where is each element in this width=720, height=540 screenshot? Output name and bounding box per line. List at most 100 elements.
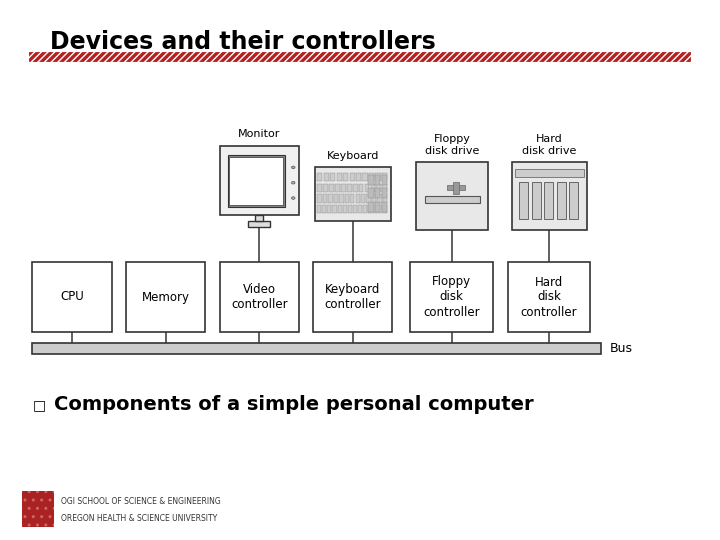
Bar	[337, 173, 342, 181]
Bar	[126, 262, 205, 332]
Bar	[374, 188, 380, 198]
Bar	[383, 194, 387, 202]
Bar	[373, 205, 377, 213]
Bar	[333, 194, 338, 202]
Bar	[363, 205, 367, 213]
Text: Keyboard: Keyboard	[327, 151, 379, 161]
Circle shape	[292, 197, 295, 199]
Bar	[382, 175, 387, 185]
Bar	[343, 173, 348, 181]
Bar	[341, 184, 346, 192]
Bar	[32, 343, 601, 354]
Bar	[368, 188, 374, 198]
Bar	[333, 205, 336, 213]
Bar	[345, 194, 349, 202]
Bar	[330, 173, 336, 181]
Bar	[382, 202, 387, 212]
Bar	[361, 194, 365, 202]
Bar	[453, 181, 459, 194]
Bar	[353, 184, 358, 192]
Bar	[230, 157, 282, 205]
Bar	[29, 52, 691, 62]
Bar	[323, 194, 327, 202]
Bar	[32, 262, 112, 332]
Bar	[382, 173, 387, 181]
Circle shape	[292, 166, 295, 168]
Bar	[383, 205, 387, 213]
Bar	[356, 194, 360, 202]
Bar	[515, 168, 584, 177]
Bar	[353, 205, 357, 213]
Text: Video
controller: Video controller	[231, 283, 287, 311]
Bar	[368, 202, 374, 212]
Bar	[374, 202, 380, 212]
Text: Keyboard
controller: Keyboard controller	[325, 283, 381, 311]
Bar	[356, 173, 361, 181]
Text: Monitor: Monitor	[238, 129, 280, 139]
Bar	[378, 205, 382, 213]
Bar	[328, 205, 331, 213]
Bar	[328, 194, 333, 202]
Bar	[347, 184, 351, 192]
Text: OREGON HEALTH & SCIENCE UNIVERSITY: OREGON HEALTH & SCIENCE UNIVERSITY	[61, 514, 217, 523]
Bar	[220, 262, 299, 332]
Bar	[248, 221, 270, 227]
Text: Floppy
disk
controller: Floppy disk controller	[423, 275, 480, 319]
Circle shape	[292, 181, 295, 184]
Text: Devices and their controllers: Devices and their controllers	[50, 30, 436, 53]
Bar	[416, 162, 488, 230]
Text: Components of a simple personal computer: Components of a simple personal computer	[54, 395, 534, 415]
Text: CPU: CPU	[60, 291, 84, 303]
Bar	[446, 185, 465, 190]
Bar	[343, 205, 347, 213]
Bar	[358, 205, 362, 213]
Bar	[377, 194, 382, 202]
Bar	[329, 184, 334, 192]
Bar	[318, 173, 323, 181]
Bar	[369, 173, 374, 181]
Bar	[382, 188, 387, 198]
Bar	[335, 184, 340, 192]
Bar	[372, 194, 377, 202]
Text: Hard
disk drive: Hard disk drive	[522, 134, 577, 156]
Bar	[29, 52, 691, 62]
Bar	[323, 205, 326, 213]
Bar	[368, 175, 374, 185]
Bar	[315, 167, 391, 221]
Bar	[362, 173, 368, 181]
Bar	[318, 194, 322, 202]
Bar	[220, 146, 299, 215]
Bar	[323, 184, 328, 192]
Bar	[425, 195, 480, 202]
Text: Bus: Bus	[610, 342, 633, 355]
Bar	[359, 184, 364, 192]
Text: OGI SCHOOL OF SCIENCE & ENGINEERING: OGI SCHOOL OF SCIENCE & ENGINEERING	[61, 497, 221, 505]
Bar	[350, 173, 355, 181]
Bar	[318, 205, 321, 213]
Bar	[348, 205, 352, 213]
Bar	[382, 184, 387, 192]
Bar	[531, 183, 541, 219]
Bar	[318, 184, 322, 192]
Bar	[508, 262, 590, 332]
Bar	[22, 491, 54, 526]
Bar	[557, 183, 566, 219]
Bar	[255, 215, 264, 221]
Bar	[569, 183, 578, 219]
Bar	[375, 173, 381, 181]
Bar	[519, 183, 528, 219]
Bar	[366, 194, 371, 202]
Bar	[339, 194, 343, 202]
Bar	[324, 173, 329, 181]
Bar	[350, 194, 354, 202]
Bar	[22, 491, 54, 526]
Text: Memory: Memory	[142, 291, 189, 303]
Bar	[371, 184, 375, 192]
Bar	[544, 183, 553, 219]
Bar	[228, 155, 284, 207]
Text: Hard
disk
controller: Hard disk controller	[521, 275, 577, 319]
Bar	[368, 205, 372, 213]
Text: □: □	[33, 398, 46, 412]
Bar	[364, 184, 369, 192]
Bar	[374, 175, 380, 185]
